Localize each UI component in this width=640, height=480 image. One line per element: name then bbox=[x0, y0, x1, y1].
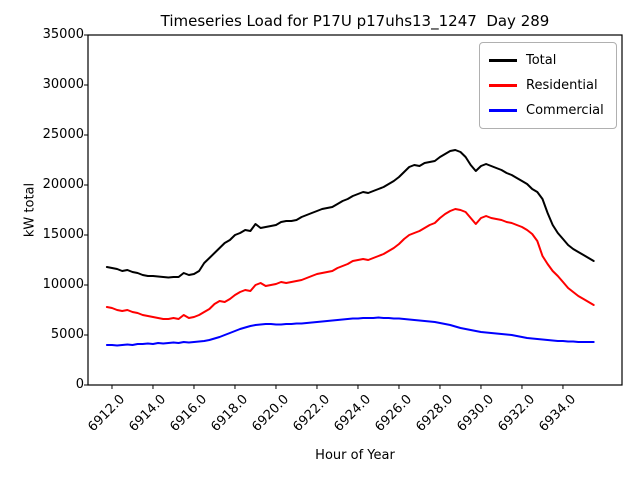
legend-item-residential: Residential bbox=[489, 73, 608, 98]
y-tick-label: 0 bbox=[75, 377, 84, 392]
legend-item-total: Total bbox=[489, 48, 608, 73]
y-tick-label: 30000 bbox=[42, 77, 84, 92]
legend-label: Residential bbox=[526, 77, 598, 93]
axes-spines bbox=[87, 34, 623, 386]
series-line-commercial bbox=[105, 316, 595, 347]
legend-item-commercial: Commercial bbox=[489, 98, 608, 123]
series-line-residential bbox=[105, 208, 595, 320]
legend: Total Residential Commercial bbox=[479, 42, 617, 129]
y-tick-label: 10000 bbox=[42, 277, 84, 292]
x-axis-label: Hour of Year bbox=[315, 448, 395, 463]
y-tick-label: 20000 bbox=[42, 177, 84, 192]
y-tick-label: 35000 bbox=[42, 27, 84, 42]
y-tick-label: 25000 bbox=[42, 127, 84, 142]
series-line-total bbox=[105, 149, 595, 279]
chart-title: Timeseries Load for P17U p17uhs13_1247 D… bbox=[160, 12, 550, 30]
legend-line-swatch bbox=[489, 84, 517, 87]
legend-label: Total bbox=[526, 52, 557, 68]
legend-label: Commercial bbox=[526, 102, 604, 118]
legend-line-swatch bbox=[489, 59, 517, 62]
y-tick-label: 5000 bbox=[50, 327, 84, 342]
legend-line-swatch bbox=[489, 109, 517, 112]
y-tick-label: 15000 bbox=[42, 227, 84, 242]
